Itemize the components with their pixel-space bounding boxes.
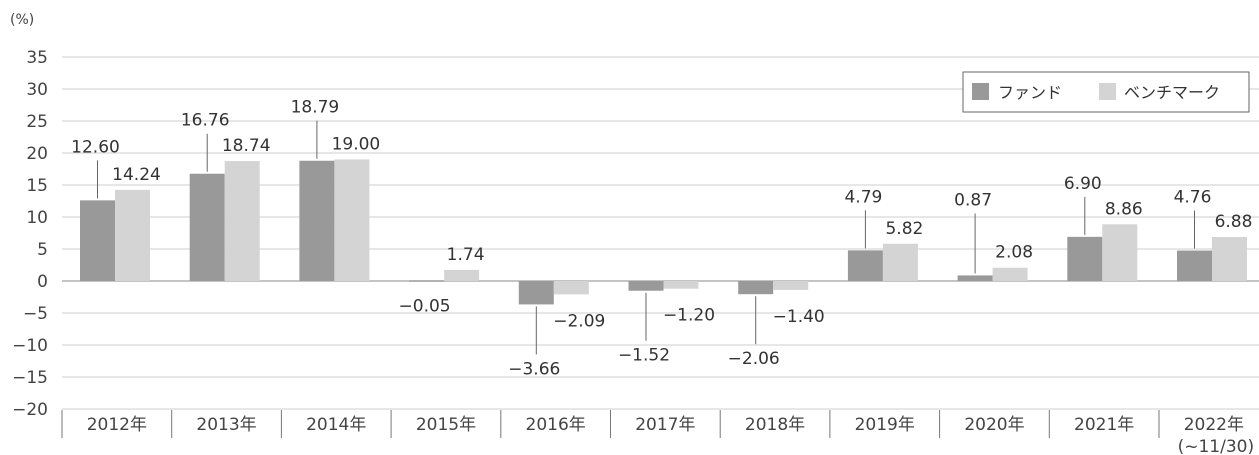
data-label: 14.24 xyxy=(112,165,161,185)
bar-fund xyxy=(409,280,445,282)
bar-fund xyxy=(189,173,225,281)
data-label: 4.76 xyxy=(1174,188,1212,208)
x-category-label: 2021年 xyxy=(1074,415,1134,435)
y-tick-label: 20 xyxy=(26,144,48,164)
y-axis-ticks: 35 30 25 20 15 10 5 0 −5 −10 −15 −20 xyxy=(12,48,48,420)
bar-fund xyxy=(628,281,664,291)
bar-fund xyxy=(847,250,883,281)
data-label: 4.79 xyxy=(844,187,882,207)
y-tick-label: −10 xyxy=(12,336,48,356)
y-tick-label: 5 xyxy=(37,240,48,260)
y-tick-label: −5 xyxy=(23,304,48,324)
data-label: −2.09 xyxy=(553,311,605,331)
data-label: −2.06 xyxy=(728,349,780,369)
x-category-label: 2020年 xyxy=(964,415,1024,435)
y-tick-label: 15 xyxy=(26,176,48,196)
x-category-label: 2013年 xyxy=(196,415,256,435)
bar-benchmark xyxy=(773,281,809,290)
x-category-label: 2018年 xyxy=(745,415,805,435)
data-label: −1.40 xyxy=(773,307,825,327)
bar-fund xyxy=(299,160,335,281)
data-labels: 12.60 14.24 16.76 18.74 18.79 19.00 −0.05 1.74 −… xyxy=(71,98,1252,380)
y-tick-label: 30 xyxy=(26,80,48,100)
data-label: 19.00 xyxy=(332,134,381,154)
y-tick-label: 25 xyxy=(26,112,48,132)
legend-swatch-benchmark xyxy=(1099,83,1116,100)
legend-label-fund: ファンド xyxy=(998,83,1062,102)
bars xyxy=(80,159,1247,305)
x-category-label: 2014年 xyxy=(306,415,366,435)
legend-swatch-fund xyxy=(972,83,989,100)
bar-benchmark xyxy=(115,189,150,281)
bar-benchmark xyxy=(882,243,918,281)
bar-fund xyxy=(957,275,993,281)
data-label: 2.08 xyxy=(995,243,1033,263)
y-unit-label: (%) xyxy=(10,12,34,28)
data-label: 18.79 xyxy=(291,98,340,118)
data-label: 1.74 xyxy=(447,245,485,265)
y-tick-label: 10 xyxy=(26,208,48,228)
bar-benchmark xyxy=(334,159,370,281)
data-label: 0.87 xyxy=(954,190,992,210)
legend-label-benchmark: ベンチマーク xyxy=(1124,83,1220,102)
x-category-label: 2019年 xyxy=(855,415,915,435)
bar-fund xyxy=(80,200,115,281)
data-label: 16.76 xyxy=(181,111,230,131)
data-label: −3.66 xyxy=(508,359,560,379)
bar-fund xyxy=(518,281,554,305)
legend: ファンド ベンチマーク xyxy=(962,71,1250,113)
y-tick-label: 35 xyxy=(26,48,48,68)
data-label: −1.20 xyxy=(663,306,715,326)
bar-benchmark xyxy=(224,161,260,281)
x-category-label: 2017年 xyxy=(635,415,695,435)
gridlines xyxy=(62,56,1259,410)
x-category-label: 2015年 xyxy=(416,415,476,435)
y-tick-label: 0 xyxy=(37,272,48,292)
data-label: 5.82 xyxy=(885,219,923,239)
y-tick-label: −15 xyxy=(12,368,48,388)
data-label: 6.88 xyxy=(1215,212,1253,232)
label-leader-lines xyxy=(97,120,1195,355)
y-tick-label: −20 xyxy=(12,400,48,420)
data-label: 8.86 xyxy=(1105,199,1143,219)
bar-benchmark xyxy=(992,267,1028,281)
bar-benchmark xyxy=(1212,236,1247,281)
bar-benchmark xyxy=(1102,224,1138,281)
x-category-label: 2012年 xyxy=(87,415,147,435)
data-label: 18.74 xyxy=(222,136,271,156)
data-label: 12.60 xyxy=(71,137,120,157)
data-label: 6.90 xyxy=(1064,174,1102,194)
bar-benchmark xyxy=(553,281,589,295)
bar-benchmark xyxy=(444,269,480,281)
bar-fund xyxy=(738,281,774,295)
bar-fund xyxy=(1067,236,1103,281)
bar-fund xyxy=(1177,250,1212,281)
x-category-note: (~11/30) xyxy=(1178,437,1255,455)
x-category-label: 2022年 xyxy=(1184,415,1244,435)
bar-benchmark xyxy=(663,281,699,289)
x-category-label: 2016年 xyxy=(526,415,586,435)
x-axis: 2012年 2013年 2014年 2015年 2016年 2017年 2018年 2019年… xyxy=(61,410,1255,455)
data-label: −1.52 xyxy=(618,346,670,366)
data-label: −0.05 xyxy=(399,296,451,316)
